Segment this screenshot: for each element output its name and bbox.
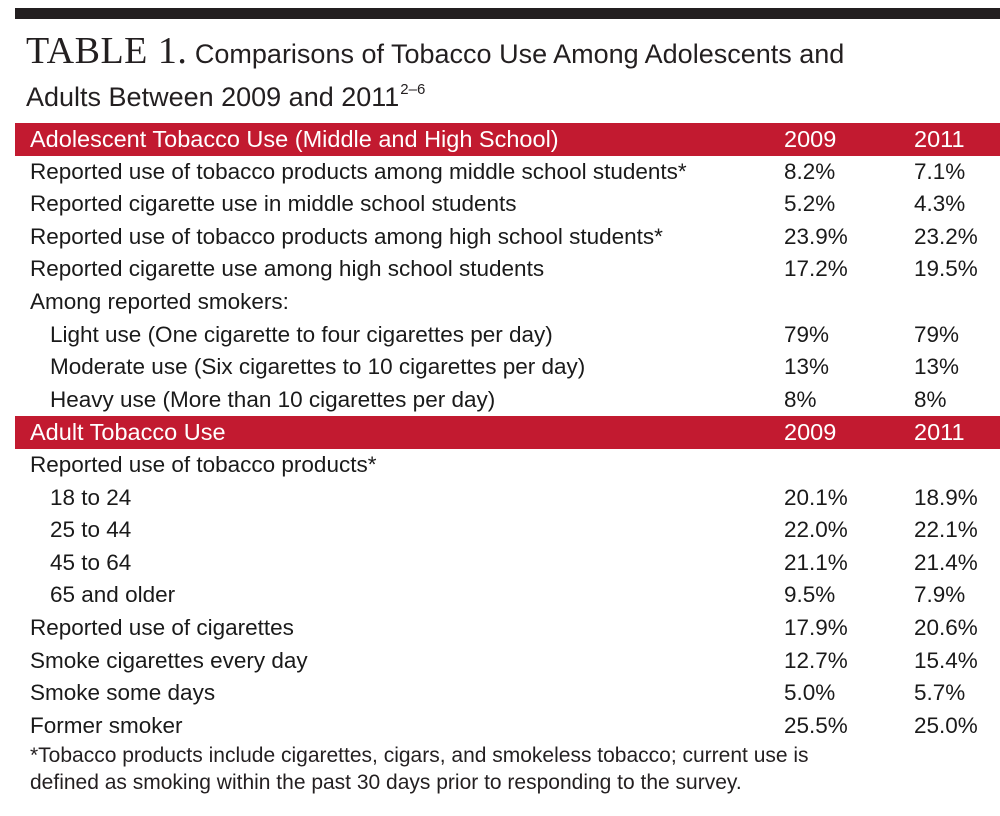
column-header-2009: 2009: [784, 419, 837, 446]
title-line-2: Adults Between 2009 and 20112–6: [26, 72, 996, 115]
value-2011: 18.9%: [914, 484, 978, 510]
table-title: TABLE 1. Comparisons of Tobacco Use Amon…: [26, 30, 996, 115]
value-2011: 13%: [914, 354, 960, 380]
section-title: Adult Tobacco Use: [30, 419, 226, 446]
value-2011: 19.5%: [914, 256, 978, 282]
table-row: Reported use of tobacco products among m…: [15, 156, 1000, 189]
table-row: Smoke cigarettes every day 12.7% 15.4%: [15, 645, 1000, 678]
value-2011: 15.4%: [914, 647, 978, 673]
table-row: 65 and older 9.5% 7.9%: [15, 579, 1000, 612]
value-2011: 22.1%: [914, 517, 978, 543]
column-header-2011: 2011: [914, 126, 965, 152]
table-row: 18 to 24 20.1% 18.9%: [15, 482, 1000, 515]
table-row: Reported cigarette use among high school…: [15, 253, 1000, 286]
value-2009: 17.9%: [784, 614, 848, 640]
value-2011: 8%: [914, 386, 947, 412]
value-2009: 5.2%: [784, 191, 836, 217]
row-label: Smoke some days: [30, 680, 216, 706]
table-row: Moderate use (Six cigarettes to 10 cigar…: [15, 351, 1000, 384]
value-2011: 21.4%: [914, 549, 978, 575]
row-label: Heavy use (More than 10 cigarettes per d…: [50, 386, 496, 412]
table-row: Among reported smokers:: [15, 286, 1000, 319]
value-2009: 8%: [784, 386, 817, 412]
value-2009: 22.0%: [784, 517, 848, 543]
row-label: Reported use of tobacco products among h…: [30, 223, 663, 249]
section-title: Adolescent Tobacco Use (Middle and High …: [30, 126, 559, 152]
footnote-line-2: defined as smoking within the past 30 da…: [30, 771, 742, 794]
value-2009: 8.2%: [784, 158, 836, 184]
reference-superscript: 2–6: [400, 81, 426, 98]
value-2011: 4.3%: [914, 191, 966, 217]
table-row: Reported cigarette use in middle school …: [15, 188, 1000, 221]
row-label: Among reported smokers:: [30, 288, 289, 314]
row-label: Reported use of cigarettes: [30, 614, 294, 640]
value-2009: 5.0%: [784, 680, 836, 706]
value-2011: 7.1%: [914, 158, 966, 184]
table-row: Light use (One cigarette to four cigaret…: [15, 319, 1000, 352]
table-row: Reported use of tobacco products among h…: [15, 221, 1000, 254]
footnote-line-1: *Tobacco products include cigarettes, ci…: [30, 744, 809, 767]
value-2011: 79%: [914, 321, 960, 347]
value-2009: 23.9%: [784, 223, 848, 249]
table-row: Heavy use (More than 10 cigarettes per d…: [15, 384, 1000, 417]
top-rule: [15, 8, 1000, 19]
value-2011: 25.0%: [914, 712, 978, 738]
row-label: Moderate use (Six cigarettes to 10 cigar…: [50, 354, 586, 380]
value-2009: 17.2%: [784, 256, 848, 282]
row-label: Light use (One cigarette to four cigaret…: [50, 321, 553, 347]
value-2009: 9.5%: [784, 582, 836, 608]
row-label: Former smoker: [30, 712, 183, 738]
table-row: 45 to 64 21.1% 21.4%: [15, 547, 1000, 580]
row-label: 25 to 44: [50, 517, 132, 543]
tobacco-use-table: Adolescent Tobacco Use (Middle and High …: [15, 123, 1000, 742]
column-header-2009: 2009: [784, 126, 837, 152]
row-label: Reported use of tobacco products*: [30, 451, 377, 477]
value-2009: 25.5%: [784, 712, 848, 738]
title-text-line-1: Comparisons of Tobacco Use Among Adolesc…: [194, 39, 845, 69]
table-row: 25 to 44 22.0% 22.1%: [15, 514, 1000, 547]
row-label: Reported cigarette use among high school…: [30, 256, 545, 282]
value-2011: 20.6%: [914, 614, 978, 640]
row-label: 65 and older: [50, 582, 176, 608]
value-2009: 21.1%: [784, 549, 848, 575]
row-label: Smoke cigarettes every day: [30, 647, 308, 673]
table-footnote: *Tobacco products include cigarettes, ci…: [30, 742, 970, 796]
row-label: Reported use of tobacco products among m…: [30, 158, 687, 184]
table-row: Reported use of tobacco products*: [15, 449, 1000, 482]
title-text-line-2: Adults Between 2009 and 2011: [26, 82, 400, 112]
value-2011: 23.2%: [914, 223, 978, 249]
value-2011: 5.7%: [914, 680, 966, 706]
value-2011: 7.9%: [914, 582, 966, 608]
row-label: 18 to 24: [50, 484, 132, 510]
value-2009: 79%: [784, 321, 830, 347]
section-header-row: Adult Tobacco Use 2009 2011: [15, 416, 1000, 449]
row-label: Reported cigarette use in middle school …: [30, 191, 517, 217]
value-2009: 12.7%: [784, 647, 848, 673]
title-line-1: TABLE 1. Comparisons of Tobacco Use Amon…: [26, 30, 996, 72]
table-row: Smoke some days 5.0% 5.7%: [15, 677, 1000, 710]
section-header-row: Adolescent Tobacco Use (Middle and High …: [15, 123, 1000, 156]
value-2009: 20.1%: [784, 484, 848, 510]
value-2009: 13%: [784, 354, 830, 380]
table-row: Reported use of cigarettes 17.9% 20.6%: [15, 612, 1000, 645]
table-row: Former smoker 25.5% 25.0%: [15, 710, 1000, 743]
row-label: 45 to 64: [50, 549, 132, 575]
column-header-2011: 2011: [914, 419, 965, 446]
table-number-label: TABLE 1.: [26, 30, 188, 72]
